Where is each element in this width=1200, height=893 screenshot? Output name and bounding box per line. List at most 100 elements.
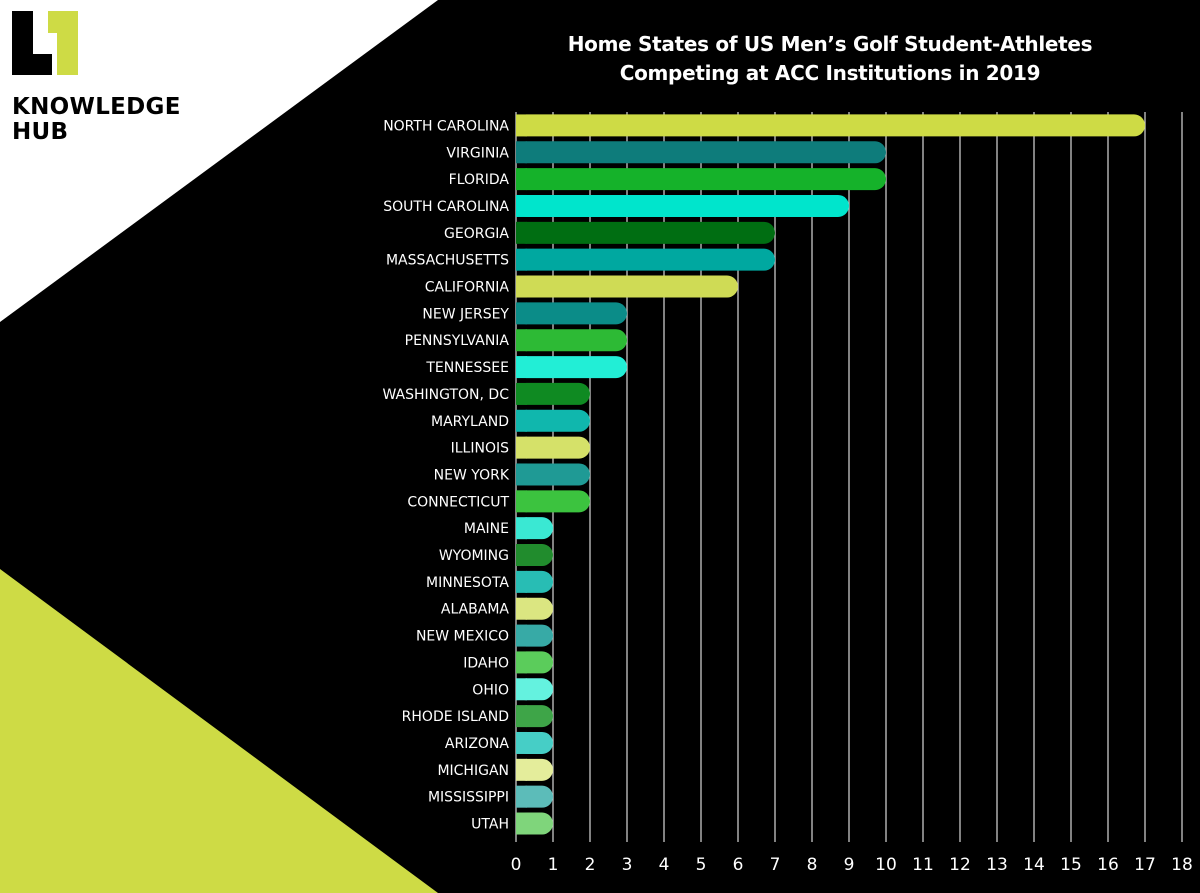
category-label: PENNSYLVANIA — [405, 333, 510, 349]
category-label: MARYLAND — [431, 414, 509, 430]
category-label: WASHINGTON, DC — [382, 387, 509, 403]
x-tick-label: 7 — [770, 855, 781, 875]
category-label: ALABAMA — [441, 602, 510, 618]
category-label: TENNESSEE — [425, 360, 509, 376]
category-label: CONNECTICUT — [407, 494, 509, 510]
category-label: GEORGIA — [444, 226, 509, 242]
x-tick-label: 16 — [1097, 855, 1119, 875]
bar-left-edge — [516, 194, 527, 217]
category-label: NEW MEXICO — [416, 629, 509, 645]
category-label: NORTH CAROLINA — [383, 118, 509, 134]
category-label: NEW JERSEY — [422, 306, 509, 322]
lime-corner-panel — [0, 569, 438, 893]
category-label: ARIZONA — [445, 736, 510, 752]
x-tick-label: 9 — [844, 855, 855, 875]
bar — [516, 490, 590, 513]
chart-bars — [516, 114, 1145, 835]
x-tick-label: 3 — [622, 855, 633, 875]
bar-left-edge — [516, 382, 527, 405]
bar — [516, 275, 738, 298]
bar-left-edge — [516, 168, 527, 191]
chart-gridlines — [515, 112, 1183, 842]
category-label: CALIFORNIA — [425, 280, 510, 296]
x-tick-label: 8 — [807, 855, 818, 875]
category-label: VIRGINIA — [446, 145, 509, 161]
x-tick-label: 5 — [696, 855, 707, 875]
chart-category-labels: NORTH CAROLINA VIRGINIA FLORIDA SOUTH CAROL… — [382, 118, 509, 832]
bar — [516, 329, 627, 352]
bar-left-edge — [516, 758, 527, 781]
x-tick-label: 0 — [511, 855, 522, 875]
bar — [516, 356, 627, 379]
x-tick-label: 13 — [986, 855, 1008, 875]
bar-left-edge — [516, 570, 527, 593]
bar-left-edge — [516, 329, 527, 352]
category-label: FLORIDA — [449, 172, 510, 188]
x-tick-label: 1 — [548, 855, 559, 875]
white-corner-panel — [0, 0, 438, 322]
bar-left-edge — [516, 114, 527, 137]
bar — [516, 194, 849, 217]
brand-line-1: KNOWLEDGE — [12, 94, 181, 120]
bar — [516, 248, 775, 271]
x-tick-label: 17 — [1134, 855, 1156, 875]
category-label: SOUTH CAROLINA — [383, 199, 509, 215]
bar-left-edge — [516, 731, 527, 754]
brand-line-2: HUB — [12, 119, 69, 145]
bar-left-edge — [516, 785, 527, 808]
bar — [516, 409, 590, 432]
category-label: MAINE — [464, 521, 509, 537]
category-label: RHODE ISLAND — [402, 709, 509, 725]
bar-left-edge — [516, 409, 527, 432]
bar-left-edge — [516, 356, 527, 379]
chart-title-line-2: Competing at ACC Institutions in 2019 — [619, 61, 1041, 85]
bar-left-edge — [516, 651, 527, 674]
bar-left-edge — [516, 812, 527, 835]
knowledge-hub-logo-icon — [12, 11, 78, 75]
bar-left-edge — [516, 248, 527, 271]
bar-left-edge — [516, 436, 527, 459]
category-label: MASSACHUSETTS — [386, 253, 509, 269]
bar-left-edge — [516, 624, 527, 647]
category-label: ILLINOIS — [451, 441, 509, 457]
category-label: UTAH — [471, 817, 509, 833]
x-tick-label: 10 — [875, 855, 897, 875]
x-tick-label: 15 — [1060, 855, 1082, 875]
bar — [516, 436, 590, 459]
bar-left-edge — [516, 517, 527, 540]
bar-left-edge — [516, 275, 527, 298]
x-tick-label: 6 — [733, 855, 744, 875]
brand-name: KNOWLEDGE HUB — [12, 95, 181, 145]
bar — [516, 168, 886, 191]
category-label: MISSISSIPPI — [428, 790, 509, 806]
bar — [516, 141, 886, 164]
bar-left-edge — [516, 302, 527, 325]
x-tick-label: 11 — [912, 855, 934, 875]
bar-left-edge — [516, 544, 527, 567]
x-tick-label: 14 — [1023, 855, 1045, 875]
bar-left-edge — [516, 141, 527, 164]
chart-x-tick-labels: 0 1 2 3 4 5 6 7 8 9 10 11 12 13 14 15 16 17 18 — [511, 855, 1193, 875]
bar-left-edge — [516, 678, 527, 701]
category-label: OHIO — [472, 682, 509, 698]
bar-left-edge — [516, 705, 527, 728]
category-label: WYOMING — [439, 548, 509, 564]
bar — [516, 463, 590, 486]
bar — [516, 221, 775, 244]
x-tick-label: 4 — [659, 855, 670, 875]
category-label: IDAHO — [463, 655, 509, 671]
bar — [516, 114, 1145, 137]
bar-left-edge — [516, 490, 527, 513]
category-label: MINNESOTA — [426, 575, 509, 591]
bar-left-edge — [516, 221, 527, 244]
x-tick-label: 2 — [585, 855, 596, 875]
bar — [516, 302, 627, 325]
chart-title-line-1: Home States of US Men’s Golf Student-Ath… — [567, 32, 1093, 56]
bar-left-edge — [516, 597, 527, 620]
x-tick-label: 18 — [1171, 855, 1193, 875]
category-label: MICHIGAN — [437, 763, 509, 779]
x-tick-label: 12 — [949, 855, 971, 875]
chart-title: Home States of US Men’s Golf Student-Ath… — [480, 30, 1180, 88]
